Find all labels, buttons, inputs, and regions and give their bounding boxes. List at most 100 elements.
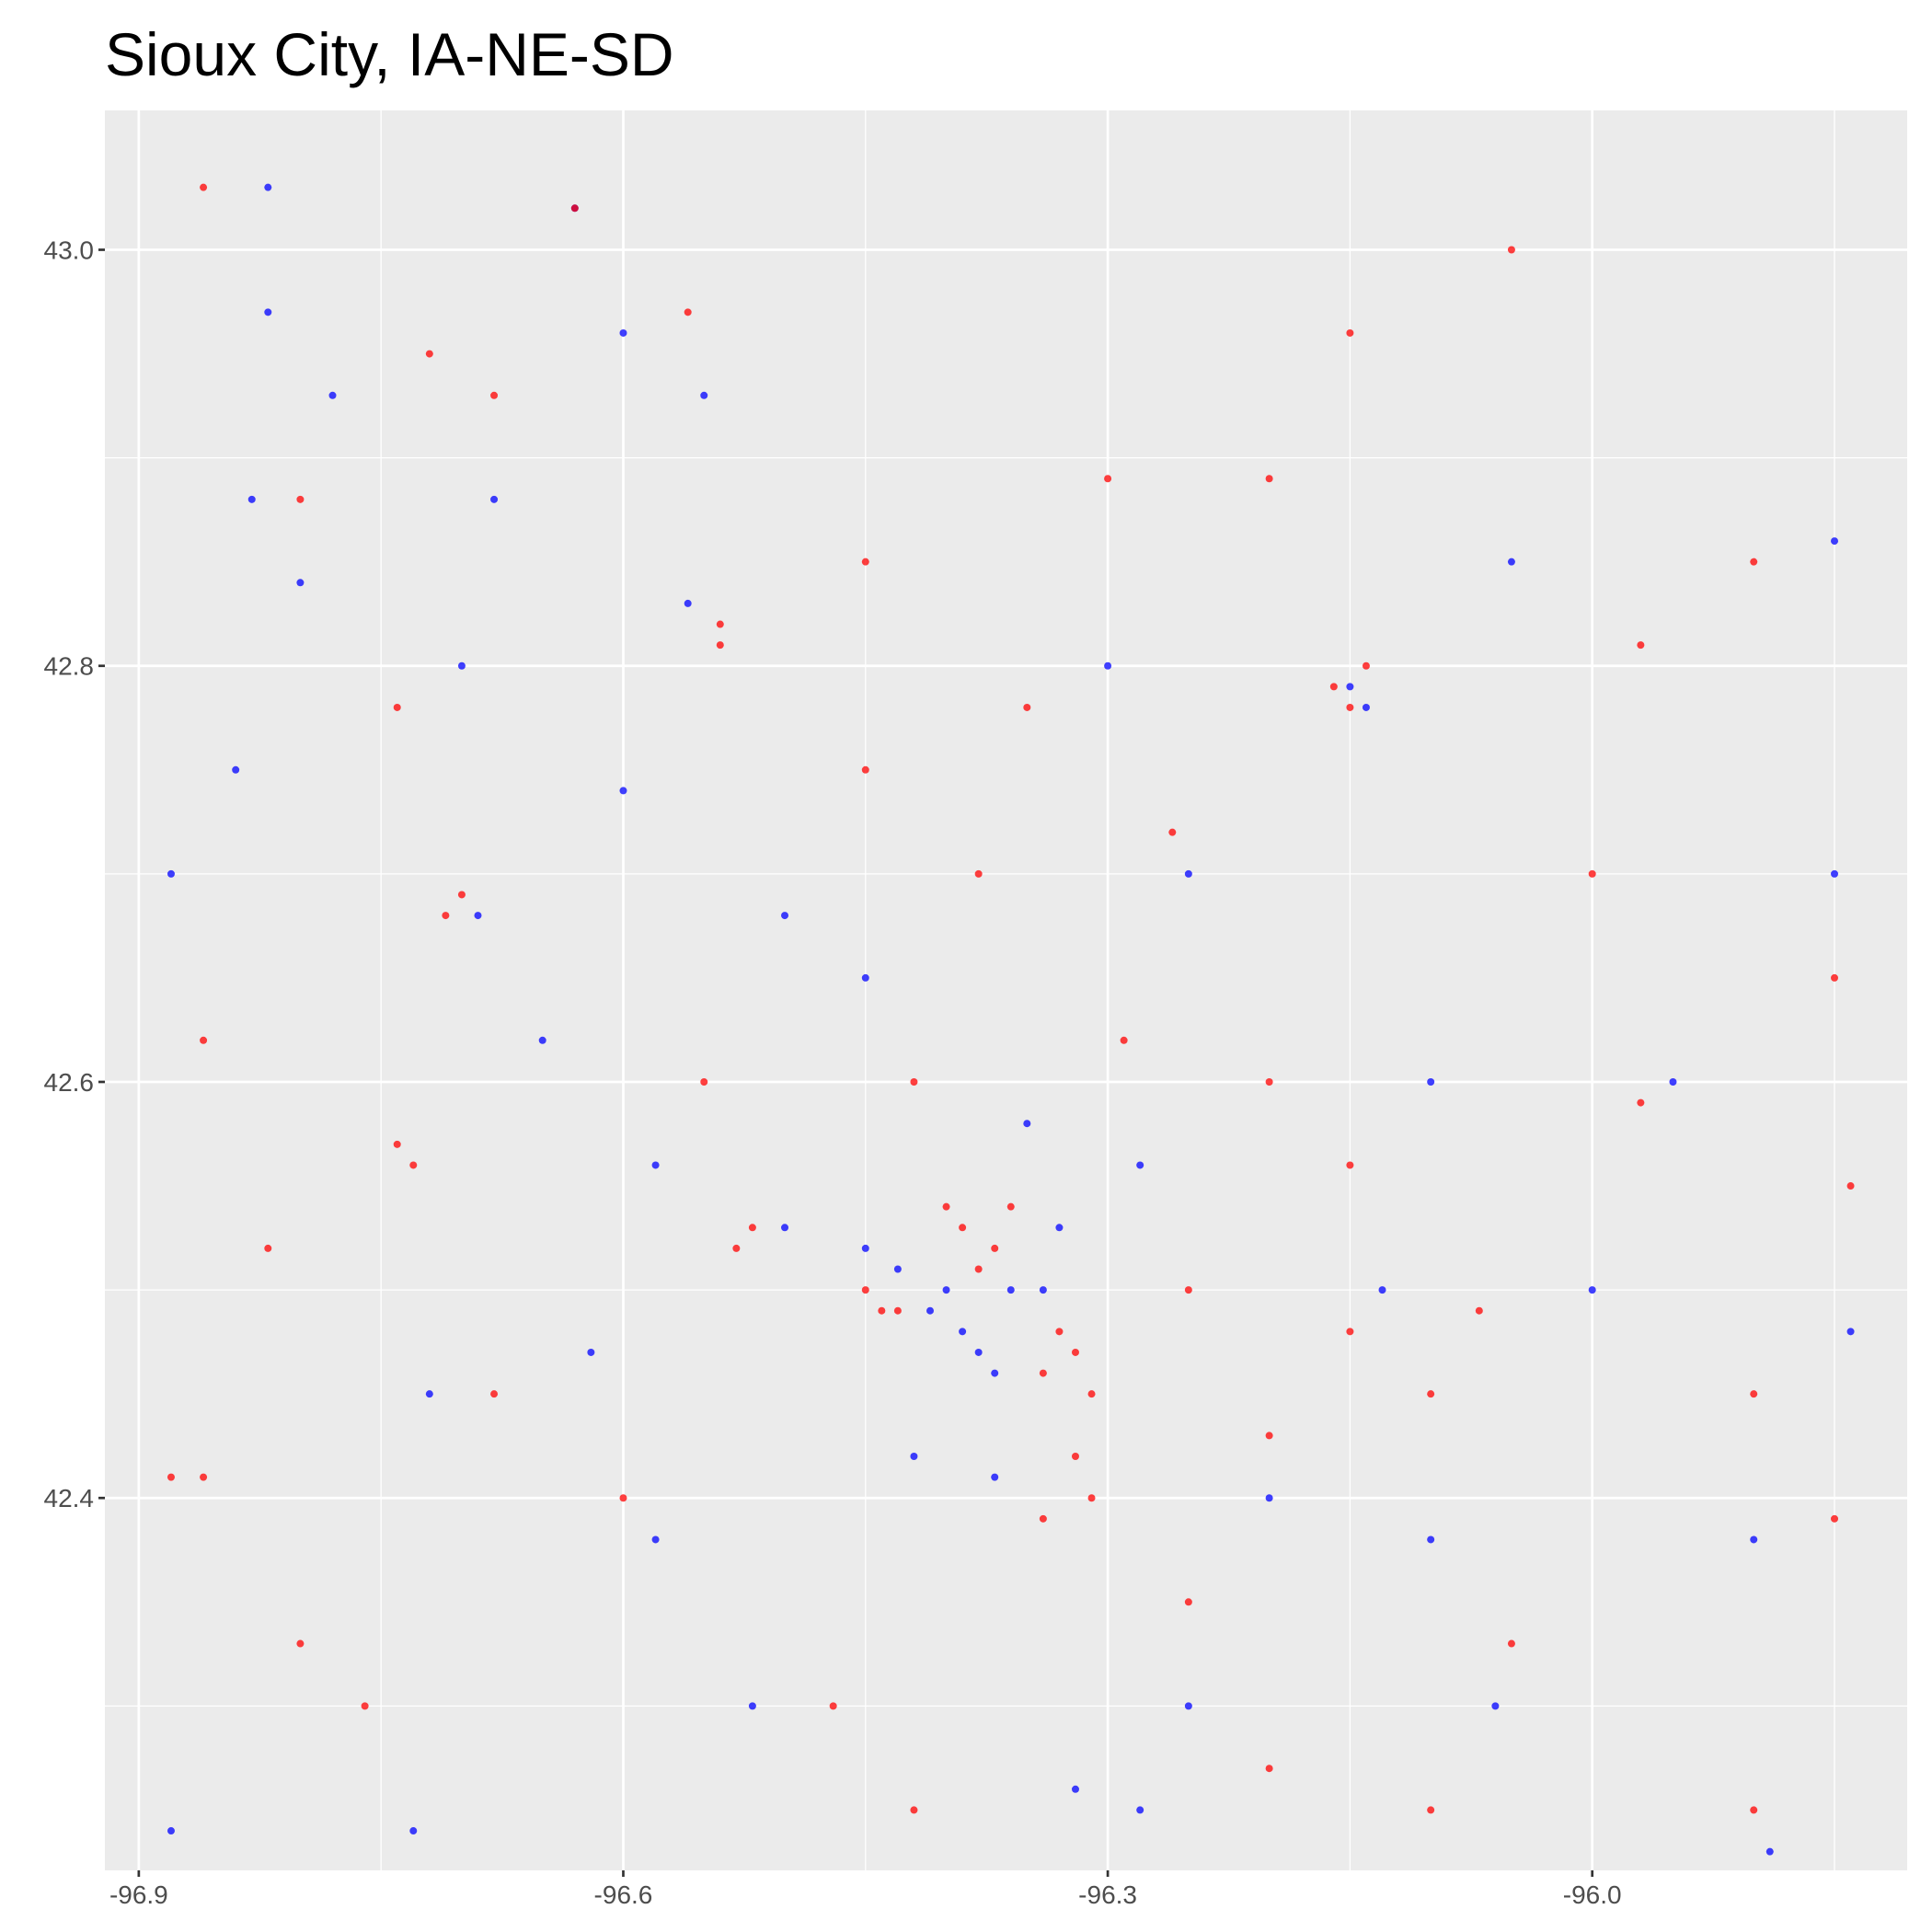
point <box>716 641 724 650</box>
point <box>296 579 305 587</box>
point <box>829 1702 837 1710</box>
point <box>926 1306 934 1315</box>
point <box>1765 1847 1774 1856</box>
point <box>732 1244 741 1252</box>
point <box>1265 1077 1273 1086</box>
point <box>457 661 466 670</box>
point <box>748 1224 756 1232</box>
point <box>200 183 208 191</box>
point <box>167 1473 175 1481</box>
point <box>684 308 692 316</box>
point <box>296 495 305 503</box>
point <box>700 1077 708 1086</box>
point <box>974 869 983 878</box>
point <box>1087 1494 1096 1502</box>
point <box>1136 1806 1144 1814</box>
point <box>619 328 627 337</box>
point <box>1346 703 1354 711</box>
point <box>1475 1306 1483 1315</box>
point <box>861 1286 869 1294</box>
point <box>1491 1702 1500 1710</box>
point <box>570 204 579 213</box>
point <box>1120 1036 1128 1044</box>
point <box>1071 1348 1079 1356</box>
point <box>1184 1286 1192 1294</box>
point <box>1184 1598 1192 1606</box>
point <box>1427 1077 1435 1086</box>
point <box>1184 869 1192 878</box>
chart-title: Sioux City, IA-NE-SD <box>105 20 674 88</box>
point <box>1346 683 1354 691</box>
point <box>1750 1535 1758 1544</box>
point <box>232 765 240 774</box>
point <box>716 620 724 628</box>
point <box>1039 1369 1047 1377</box>
point <box>1104 475 1112 483</box>
point <box>959 1224 967 1232</box>
y-tick-label: 42.6 <box>44 1068 95 1097</box>
point <box>1023 1120 1031 1128</box>
point <box>425 1390 433 1398</box>
point <box>878 1306 886 1315</box>
point <box>619 787 627 795</box>
point <box>1071 1453 1079 1461</box>
point <box>1427 1806 1435 1814</box>
point <box>781 1224 789 1232</box>
point <box>393 703 401 711</box>
point <box>893 1306 902 1315</box>
point <box>1831 537 1839 546</box>
point <box>861 1244 869 1252</box>
point <box>991 1473 999 1481</box>
point <box>1637 641 1645 650</box>
point <box>200 1036 208 1044</box>
point <box>1104 661 1112 670</box>
point <box>328 391 337 399</box>
point <box>1055 1328 1064 1336</box>
point <box>991 1369 999 1377</box>
point <box>1750 558 1758 566</box>
point <box>974 1265 983 1273</box>
point <box>1136 1161 1144 1169</box>
point <box>1362 661 1370 670</box>
point <box>200 1473 208 1481</box>
point <box>1184 1702 1192 1710</box>
point <box>1346 1161 1354 1169</box>
point <box>409 1827 418 1835</box>
y-tick-label: 42.8 <box>44 652 95 681</box>
point <box>167 869 175 878</box>
point <box>1846 1328 1855 1336</box>
point <box>1507 246 1515 254</box>
point <box>1346 1328 1354 1336</box>
x-tick-label: -96.6 <box>594 1880 653 1909</box>
point <box>1055 1224 1064 1232</box>
point <box>1669 1077 1677 1086</box>
point <box>1071 1785 1079 1793</box>
point <box>1329 683 1338 691</box>
point <box>1427 1535 1435 1544</box>
point <box>991 1244 999 1252</box>
point <box>974 1348 983 1356</box>
y-tick-label: 43.0 <box>44 236 95 265</box>
point <box>942 1202 950 1211</box>
point <box>1006 1286 1015 1294</box>
point <box>700 391 708 399</box>
point <box>1023 703 1031 711</box>
point <box>619 1494 627 1502</box>
point <box>1265 475 1273 483</box>
point <box>1362 703 1370 711</box>
x-tick-label: -96.0 <box>1563 1880 1622 1909</box>
point <box>651 1161 660 1169</box>
point <box>861 765 869 774</box>
point <box>910 1077 918 1086</box>
point <box>167 1827 175 1835</box>
point <box>748 1702 756 1710</box>
point <box>1427 1390 1435 1398</box>
point <box>1831 869 1839 878</box>
point <box>1750 1390 1758 1398</box>
point <box>296 1639 305 1648</box>
point <box>1168 828 1177 836</box>
point <box>1831 973 1839 982</box>
point <box>1039 1514 1047 1523</box>
point <box>893 1265 902 1273</box>
